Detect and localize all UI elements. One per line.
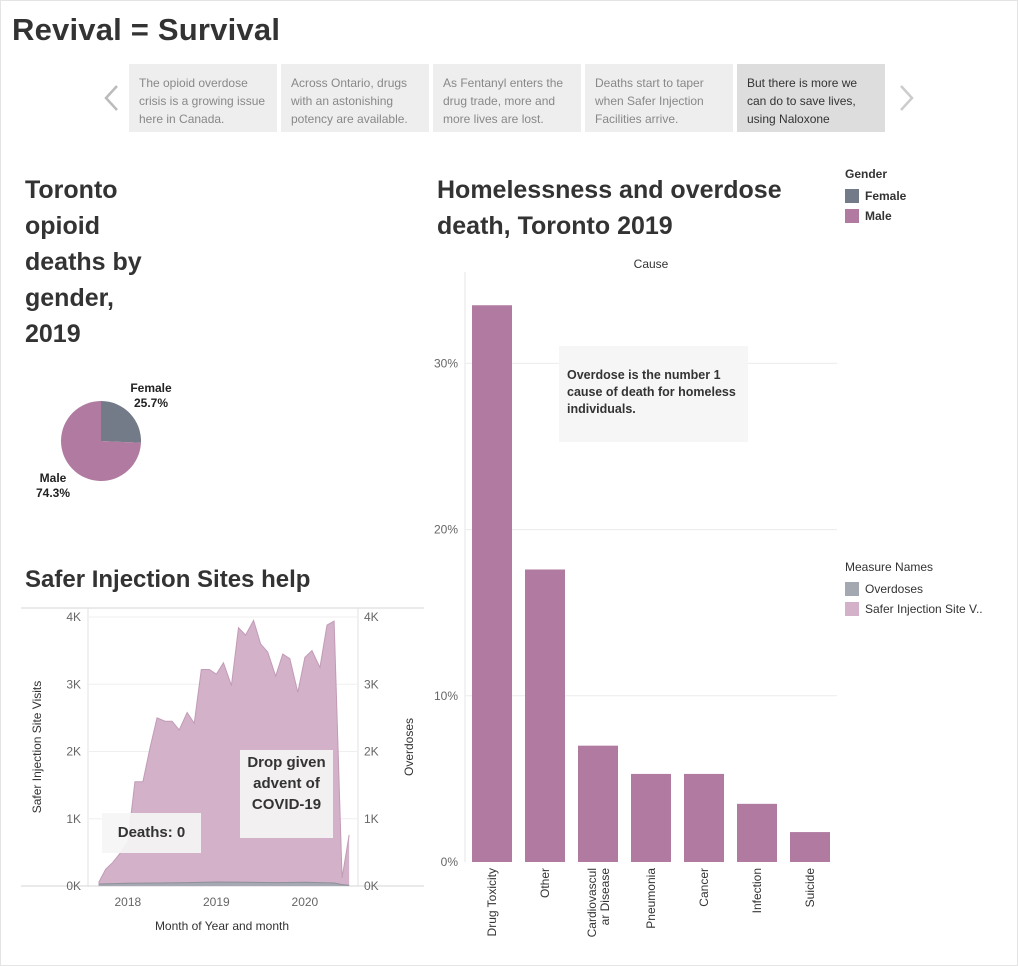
- overdose-annotation: Overdose is the number 1 cause of death …: [559, 346, 748, 442]
- story-prev-arrow-icon[interactable]: [100, 82, 124, 114]
- bar-drug-toxicity[interactable]: [472, 305, 512, 862]
- story-point-1[interactable]: The opioid overdose crisis is a growing …: [129, 64, 277, 132]
- area-right-tick-label: 0K: [364, 879, 379, 893]
- area-left-tick-label: 1K: [66, 812, 81, 826]
- area-right-tick-label: 1K: [364, 812, 379, 826]
- bar-x-tick-label: Drug Toxicity: [485, 868, 499, 936]
- bar-pneumonia[interactable]: [631, 773, 671, 862]
- bar-suicide[interactable]: [790, 832, 830, 862]
- legend-swatch-overdoses: [845, 582, 859, 596]
- bar-y-tick-label: 30%: [434, 356, 458, 370]
- legend-swatch-injection-visits: [845, 602, 859, 616]
- pie-label-male: Male: [40, 471, 67, 485]
- legend-label-female: Female: [865, 189, 907, 203]
- bar-x-axis-header: Cause: [634, 257, 669, 271]
- gender-legend-title: Gender: [845, 167, 888, 181]
- legend-swatch-female: [845, 189, 859, 203]
- measure-legend-title: Measure Names: [845, 560, 934, 574]
- legend-item-female[interactable]: Female: [845, 186, 906, 206]
- covid-drop-annotation: Drop given advent of COVID-19: [240, 750, 333, 838]
- bar-x-tick-label: Infection: [750, 868, 764, 913]
- area-x-tick-label: 2020: [292, 895, 319, 909]
- pie-value-female: 25.7%: [134, 396, 168, 410]
- area-line-overdoses: [98, 881, 350, 886]
- bar-y-tick-label: 20%: [434, 523, 458, 537]
- area-right-tick-label: 4K: [364, 610, 379, 624]
- area-left-tick-label: 2K: [66, 745, 81, 759]
- area-right-tick-label: 2K: [364, 745, 379, 759]
- area-x-tick-label: 2019: [203, 895, 230, 909]
- pie-slice-female[interactable]: [101, 401, 141, 443]
- legend-label-overdoses: Overdoses: [865, 582, 924, 596]
- area-left-tick-label: 4K: [66, 610, 81, 624]
- bar-x-tick-label: Cancer: [697, 868, 711, 907]
- area-left-axis-title: Safer Injection Site Visits: [30, 681, 44, 814]
- bar-x-tick-label: Other: [538, 868, 552, 898]
- bar-x-tick-label: Cardiovascular Disease: [585, 868, 612, 938]
- area-chart-title: Safer Injection Sites help: [25, 566, 311, 593]
- bar-x-tick-label: Pneumonia: [644, 868, 658, 929]
- area-right-axis-title: Overdoses: [402, 718, 416, 776]
- gender-legend: Gender Female Male: [845, 167, 906, 226]
- bar-cardiovascular-disease[interactable]: [578, 745, 618, 862]
- legend-item-injection-visits[interactable]: Safer Injection Site V..: [845, 599, 983, 619]
- legend-item-overdoses[interactable]: Overdoses: [845, 579, 983, 599]
- story-point-2[interactable]: Across Ontario, drugs with an astonishin…: [281, 64, 429, 132]
- story-next-arrow-icon[interactable]: [894, 82, 918, 114]
- pie-slice-male[interactable]: [61, 401, 141, 482]
- area-x-tick-label: 2018: [114, 895, 141, 909]
- dashboard-title: Revival = Survival: [12, 12, 281, 47]
- story-navigator: The opioid overdose crisis is a growing …: [129, 64, 885, 132]
- legend-item-male[interactable]: Male: [845, 206, 906, 226]
- bar-infection[interactable]: [737, 803, 777, 862]
- bar-chart-title: Homelessness and overdose death, Toronto…: [437, 176, 782, 240]
- area-left-tick-label: 3K: [66, 677, 81, 691]
- legend-label-injection-visits: Safer Injection Site V..: [865, 602, 983, 616]
- pie-chart-title: Toronto opioid deaths by gender, 2019: [25, 176, 142, 348]
- area-left-tick-label: 0K: [66, 879, 81, 893]
- pie-label-female: Female: [130, 381, 172, 395]
- story-point-5-active[interactable]: But there is more we can do to save live…: [737, 64, 885, 132]
- measure-legend: Measure Names Overdoses Safer Injection …: [845, 560, 983, 619]
- legend-label-male: Male: [865, 209, 892, 223]
- pie-value-male: 74.3%: [36, 486, 70, 500]
- story-point-4[interactable]: Deaths start to taper when Safer Injecti…: [585, 64, 733, 132]
- area-line-safer-injection-site-v: [98, 619, 350, 883]
- bar-x-tick-label: Suicide: [803, 868, 817, 908]
- area-right-tick-label: 3K: [364, 677, 379, 691]
- story-point-3[interactable]: As Fentanyl enters the drug trade, more …: [433, 64, 581, 132]
- area-x-axis-title: Month of Year and month: [155, 919, 289, 933]
- deaths-annotation: Deaths: 0: [102, 813, 201, 853]
- bar-y-tick-label: 0%: [441, 855, 459, 869]
- legend-swatch-male: [845, 209, 859, 223]
- bar-other[interactable]: [525, 569, 565, 862]
- bar-y-tick-label: 10%: [434, 689, 458, 703]
- bar-cancer[interactable]: [684, 773, 724, 862]
